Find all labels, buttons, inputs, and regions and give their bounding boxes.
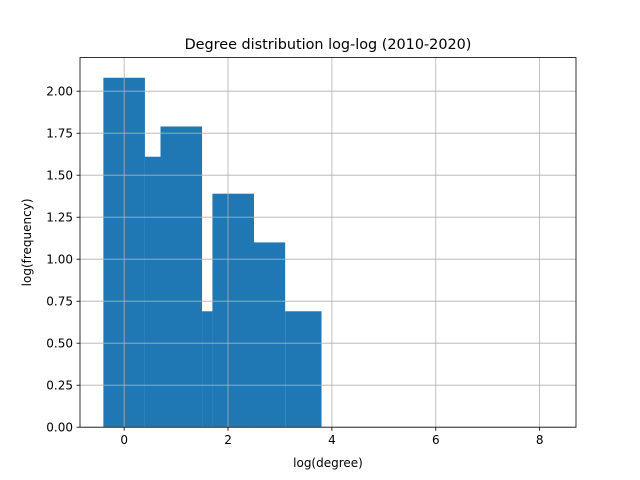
y-tick-label: 1.25 — [46, 211, 73, 225]
x-tick-label: 0 — [120, 433, 128, 447]
y-tick-label: 0.50 — [46, 337, 73, 351]
y-tick-label: 1.75 — [46, 127, 73, 141]
y-tick-label: 0.00 — [46, 421, 73, 435]
histogram-bar — [253, 242, 286, 428]
grid-lines-overlay — [80, 57, 576, 428]
ticks-layer: 0 2 4 6 8 0.00 0.25 0.50 0.75 1.00 1.25 1.50 1.75 2.0… — [46, 85, 543, 448]
bars-layer — [103, 77, 322, 428]
x-tick-label: 6 — [432, 433, 440, 447]
y-tick-label: 0.75 — [46, 295, 73, 309]
x-axis-label: log(degree) — [293, 456, 363, 470]
chart-title: Degree distribution log-log (2010-2020) — [185, 37, 472, 53]
histogram-bar — [144, 156, 161, 428]
x-tick-label: 2 — [224, 433, 232, 447]
histogram-bar — [202, 311, 213, 428]
y-tick-label: 1.50 — [46, 169, 73, 183]
y-tick-label: 1.00 — [46, 253, 73, 267]
y-tick-label: 0.25 — [46, 379, 73, 393]
y-axis-label: log(frequency) — [20, 198, 34, 286]
histogram-bar — [160, 126, 203, 428]
histogram-bar — [212, 193, 254, 428]
histogram-bar — [285, 311, 322, 428]
y-tick-label: 2.00 — [46, 85, 73, 99]
axes-frame — [79, 57, 577, 428]
x-tick-label: 4 — [328, 433, 336, 447]
x-tick-label: 8 — [536, 433, 544, 447]
